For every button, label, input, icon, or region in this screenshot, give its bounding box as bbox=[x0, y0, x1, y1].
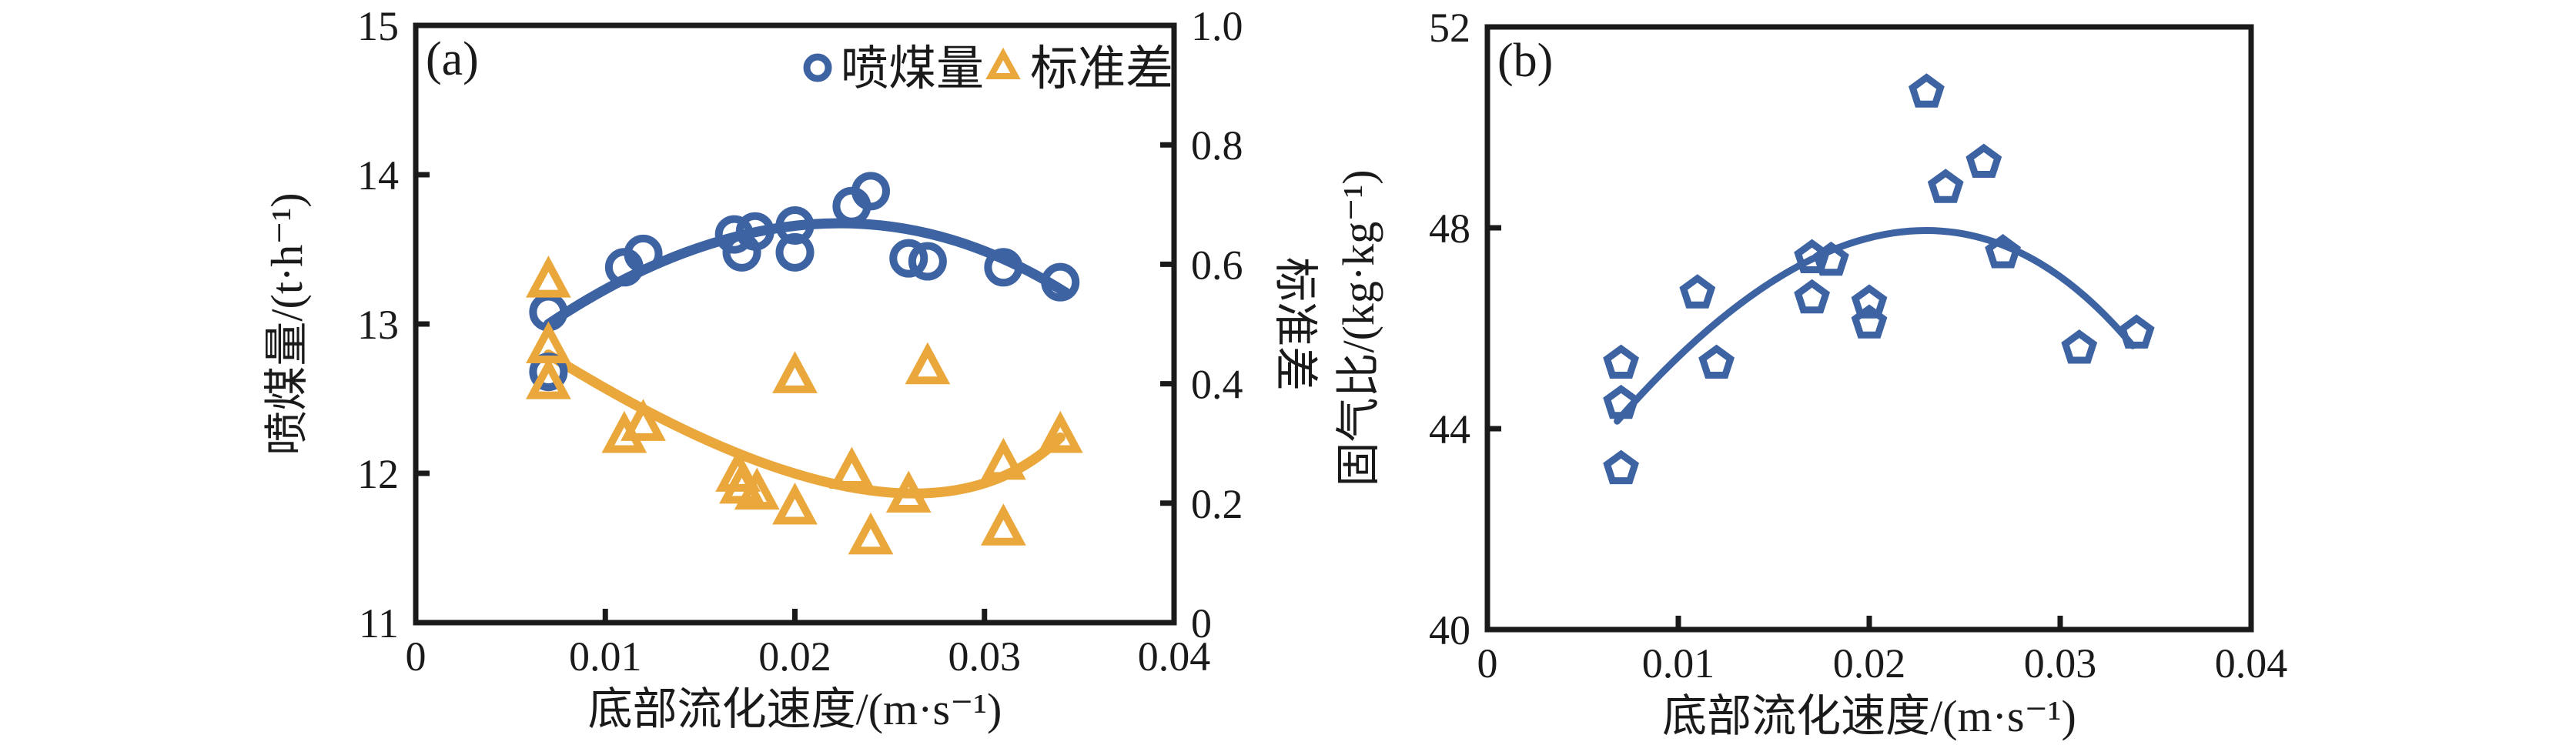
left-axis-tick-label: 14 bbox=[357, 152, 399, 199]
data-point-pentagon bbox=[1794, 279, 1830, 314]
data-point-triangle bbox=[621, 399, 666, 441]
data-point-pentagon bbox=[1698, 344, 1735, 379]
data-point-circle bbox=[889, 239, 928, 278]
data-point-circle bbox=[1041, 262, 1080, 302]
x-axis-tick-label: 0 bbox=[406, 633, 427, 680]
data-point-pentagon bbox=[1603, 449, 1639, 485]
fit-curve-固气比 bbox=[1614, 227, 2136, 425]
x-axis-tick-label: 0.01 bbox=[569, 633, 642, 680]
plot-box-b bbox=[1484, 24, 2254, 633]
left-axis-tick-label: 15 bbox=[357, 3, 399, 49]
x-axis-tick-label: 0.02 bbox=[758, 633, 831, 680]
data-point-pentagon bbox=[1679, 274, 1716, 309]
data-point-triangle bbox=[772, 351, 818, 393]
right-axis-title: 标准差 bbox=[1270, 257, 1320, 391]
data-point-circle bbox=[984, 248, 1023, 287]
x-axis-tick-label: 0 bbox=[1477, 640, 1498, 687]
data-point-pentagon bbox=[1909, 73, 1945, 108]
data-point-pentagon bbox=[1965, 143, 2002, 178]
left-axis-tick-label: 52 bbox=[1429, 5, 1470, 51]
data-point-circle bbox=[908, 242, 947, 281]
data-point-triangle bbox=[848, 512, 894, 555]
data-point-pentagon bbox=[2061, 329, 2098, 364]
data-point-triangle bbox=[526, 256, 571, 298]
data-point-pentagon bbox=[2118, 314, 2155, 349]
right-axis-tick-label: 0 bbox=[1191, 600, 1212, 646]
left-axis-tick-label: 13 bbox=[357, 302, 399, 348]
plot-box-a bbox=[413, 22, 1177, 626]
x-axis-title: 底部流化速度/(m·s⁻¹) bbox=[588, 684, 1002, 734]
data-point-triangle bbox=[526, 357, 571, 399]
right-axis-tick-label: 0.2 bbox=[1191, 481, 1243, 527]
right-axis-tick-label: 0.8 bbox=[1191, 122, 1243, 169]
left-axis-tick-label: 11 bbox=[359, 600, 399, 646]
data-point-triangle bbox=[829, 446, 875, 489]
panel-label-a: (a) bbox=[426, 33, 479, 85]
data-point-pentagon bbox=[1851, 284, 1888, 319]
data-point-circle bbox=[735, 212, 774, 251]
data-point-triangle bbox=[1037, 410, 1083, 453]
data-point-triangle bbox=[772, 483, 818, 525]
left-axis-title: 固气比/(kg·kg⁻¹) bbox=[1333, 169, 1383, 486]
left-axis-tick-label: 40 bbox=[1429, 607, 1470, 653]
right-axis-tick-label: 1.0 bbox=[1191, 3, 1243, 49]
data-point-triangle bbox=[981, 437, 1026, 480]
legend-triangle-marker bbox=[985, 47, 1021, 79]
data-point-circle bbox=[775, 205, 815, 245]
x-axis-tick-label: 0.03 bbox=[2024, 640, 2097, 687]
x-axis-tick-label: 0.03 bbox=[948, 633, 1022, 680]
legend-label: 标准差 bbox=[1030, 43, 1173, 95]
legend-label: 喷煤量 bbox=[841, 43, 984, 95]
data-point-circle bbox=[851, 172, 890, 211]
x-axis-tick-label: 0.01 bbox=[1642, 640, 1715, 687]
data-point-pentagon bbox=[1927, 169, 1964, 203]
data-point-triangle bbox=[734, 467, 780, 510]
panel-label-b: (b) bbox=[1497, 35, 1553, 87]
data-point-pentagon bbox=[1603, 344, 1639, 379]
x-axis-tick-label: 0.02 bbox=[1833, 640, 1906, 687]
x-axis-tick-label: 0.04 bbox=[2215, 640, 2288, 687]
right-axis-tick-label: 0.4 bbox=[1191, 362, 1243, 408]
data-point-circle bbox=[775, 232, 815, 272]
data-point-triangle bbox=[981, 503, 1026, 546]
data-point-circle bbox=[624, 234, 663, 273]
left-axis-tick-label: 12 bbox=[357, 451, 399, 497]
x-axis-tick-label: 0.04 bbox=[1138, 633, 1211, 680]
left-axis-tick-label: 44 bbox=[1429, 406, 1470, 453]
data-point-triangle bbox=[885, 470, 932, 513]
legend-circle-marker bbox=[803, 53, 832, 82]
right-axis-tick-label: 0.6 bbox=[1191, 242, 1243, 288]
left-axis-title: 喷煤量/(t·h⁻¹) bbox=[262, 192, 312, 455]
data-point-circle bbox=[714, 215, 754, 254]
data-point-triangle bbox=[905, 342, 951, 385]
x-axis-title: 底部流化速度/(m·s⁻¹) bbox=[1662, 691, 2076, 741]
data-point-pentagon bbox=[1851, 304, 1888, 339]
left-axis-tick-label: 48 bbox=[1429, 205, 1470, 252]
